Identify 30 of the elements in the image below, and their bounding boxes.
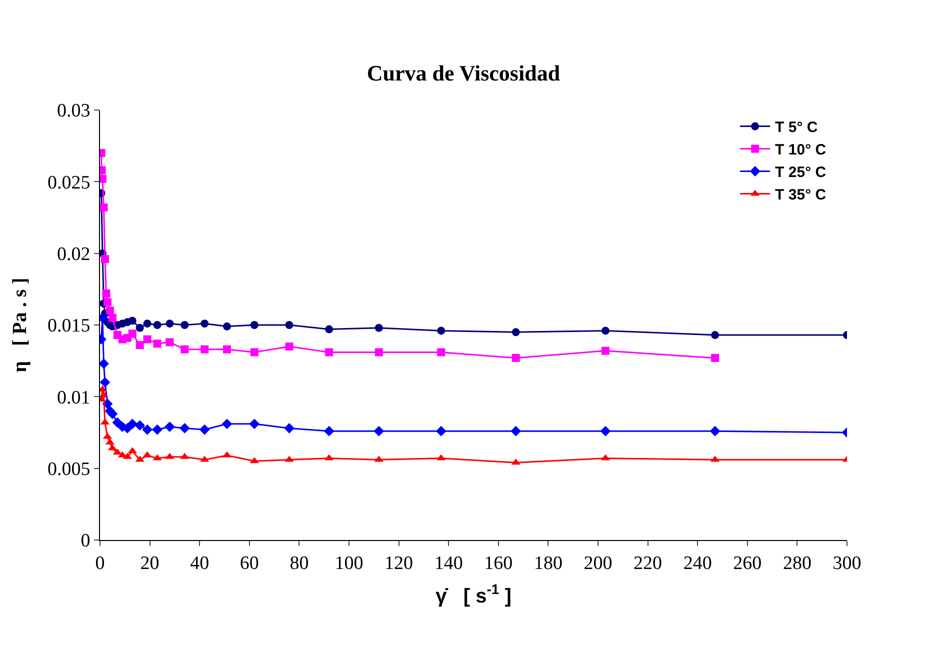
x-tick-label: 200	[584, 552, 612, 574]
x-tick-label: 80	[290, 552, 309, 574]
legend-label: T 35° C	[775, 186, 826, 204]
x-tick-label: 180	[534, 552, 562, 574]
x-tick-label: 60	[240, 552, 259, 574]
x-tick-label: 0	[95, 552, 105, 574]
y-tick-label: 0.005	[47, 458, 90, 480]
x-tick-label: 280	[782, 552, 812, 574]
x-tick-label: 100	[334, 552, 364, 574]
legend-label: T 25° C	[775, 164, 826, 182]
x-tick-label: 300	[832, 552, 862, 574]
y-tick-label: 0.03	[56, 100, 90, 122]
y-tick-label: 0.01	[56, 387, 90, 408]
legend-label: T 10° C	[775, 142, 826, 159]
x-axis-title: γ̇ [ s$^{-1}$ ]	[436, 580, 512, 608]
x-tick-label: 220	[634, 552, 662, 574]
y-tick-label: 0.025	[47, 172, 90, 194]
y-tick-label: 0.02	[56, 244, 90, 265]
x-tick-label: 260	[733, 552, 762, 574]
y-tick-label: 0	[80, 530, 90, 552]
chart-title: Curva de Viscosidad	[366, 60, 560, 86]
x-tick-label: 240	[683, 552, 712, 574]
x-tick-label: 20	[140, 552, 160, 574]
y-tick-label: 0.015	[47, 316, 90, 337]
x-tick-label: 40	[190, 552, 210, 574]
legend-label: T 5° C	[775, 119, 818, 136]
x-tick-label: 140	[434, 552, 463, 574]
y-axis-title: η [ Pa . s ]	[8, 278, 31, 372]
x-tick-label: 120	[384, 552, 414, 574]
x-tick-label: 160	[484, 552, 513, 574]
